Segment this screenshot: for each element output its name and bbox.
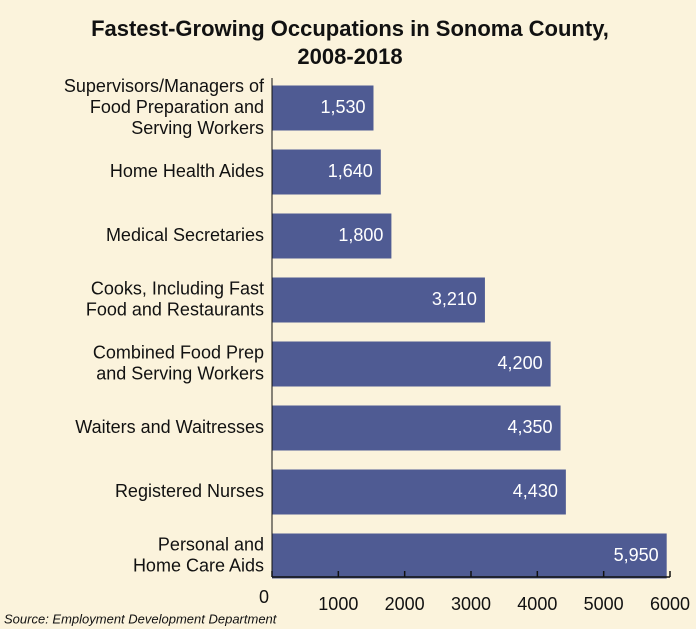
category-label: Serving Workers	[131, 118, 264, 138]
chart-title: 2008-2018	[297, 44, 402, 69]
bar	[272, 277, 485, 323]
category-label: Personal and	[158, 534, 264, 554]
value-label: 4,350	[508, 417, 553, 437]
x-tick-label: 1000	[318, 594, 358, 614]
category-label: Cooks, Including Fast	[91, 278, 264, 298]
x-tick-label: 5000	[584, 594, 624, 614]
value-label: 4,430	[513, 481, 558, 501]
bar	[272, 405, 561, 451]
value-label: 1,800	[338, 225, 383, 245]
category-label: Home Care Aids	[133, 555, 264, 575]
bar	[272, 341, 551, 387]
category-label: Combined Food Prep	[93, 342, 264, 362]
value-label: 3,210	[432, 289, 477, 309]
category-label: Waiters and Waitresses	[75, 417, 264, 437]
category-label: Registered Nurses	[115, 481, 264, 501]
x-tick-label: 6000	[650, 594, 690, 614]
x-tick-label: 0	[259, 587, 269, 607]
category-label: Home Health Aides	[110, 161, 264, 181]
value-label: 1,640	[328, 161, 373, 181]
category-label: Food and Restaurants	[86, 299, 264, 319]
chart-title: Fastest-Growing Occupations in Sonoma Co…	[91, 16, 609, 41]
value-label: 5,950	[614, 545, 659, 565]
category-label: Food Preparation and	[90, 97, 264, 117]
category-label: Medical Secretaries	[106, 225, 264, 245]
bar	[272, 533, 667, 579]
bar	[272, 213, 392, 259]
x-tick-label: 3000	[451, 594, 491, 614]
bar	[272, 469, 566, 515]
category-label: and Serving Workers	[96, 363, 264, 383]
value-label: 1,530	[320, 97, 365, 117]
value-label: 4,200	[498, 353, 543, 373]
x-tick-label: 2000	[385, 594, 425, 614]
category-label: Supervisors/Managers of	[64, 76, 265, 96]
source-note: Source: Employment Development Departmen…	[4, 611, 278, 626]
bar	[272, 85, 374, 131]
x-tick-label: 4000	[517, 594, 557, 614]
bar	[272, 149, 381, 195]
